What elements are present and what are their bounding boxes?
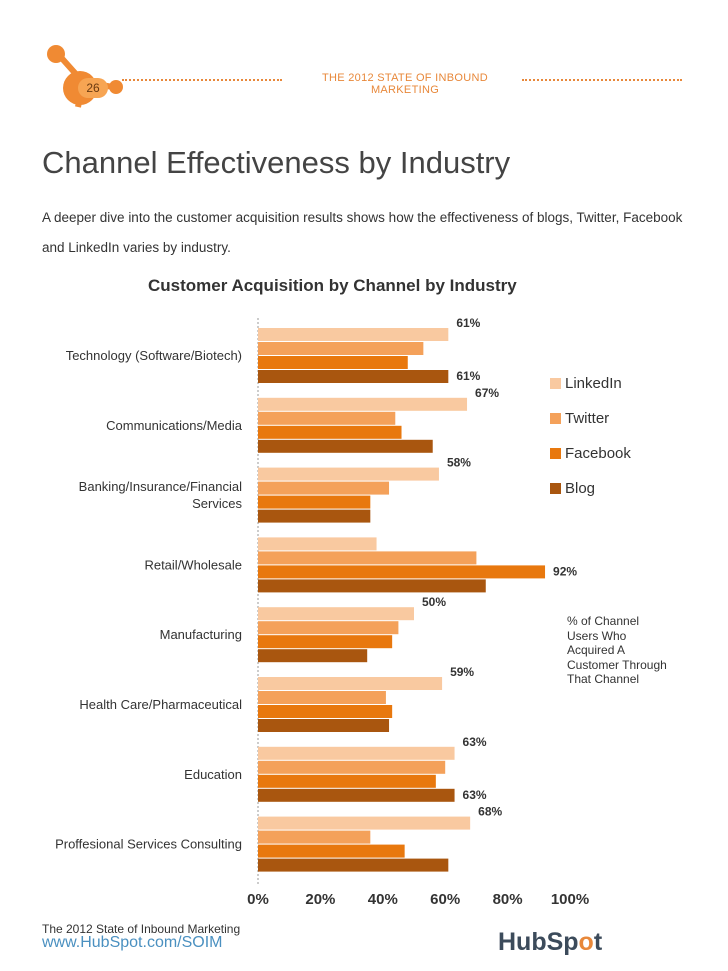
legend-swatch-blog xyxy=(550,483,561,494)
legend-swatch-facebook xyxy=(550,448,561,459)
x-tick-label-4: 80% xyxy=(493,891,523,908)
data-label-1-0: 67% xyxy=(475,386,499,400)
bar-twitter-7 xyxy=(258,830,371,844)
category-label-3: Retail/Wholesale xyxy=(144,557,242,572)
bar-blog-6 xyxy=(258,788,455,802)
bar-blog-0 xyxy=(258,370,449,383)
bar-twitter-5 xyxy=(258,691,386,704)
bar-blog-3 xyxy=(258,579,486,593)
bar-facebook-3 xyxy=(258,565,546,579)
bar-twitter-4 xyxy=(258,621,399,635)
bar-twitter-2 xyxy=(258,481,390,495)
header-divider-left xyxy=(122,79,282,81)
bar-linkedin-7 xyxy=(258,816,471,830)
bar-blog-5 xyxy=(258,719,390,732)
bar-twitter-6 xyxy=(258,760,446,774)
data-label-5-0: 59% xyxy=(450,665,474,679)
bar-linkedin-3 xyxy=(258,537,377,551)
bar-linkedin-2 xyxy=(258,467,439,481)
bar-twitter-3 xyxy=(258,551,477,565)
x-tick-label-2: 40% xyxy=(368,891,398,908)
category-label-5: Health Care/Pharmaceutical xyxy=(79,697,242,712)
bar-blog-1 xyxy=(258,439,433,453)
x-tick-label-1: 20% xyxy=(305,891,335,908)
hubspot-wordmark-part2: t xyxy=(593,928,603,956)
page-title: Channel Effectiveness by Industry xyxy=(42,145,511,180)
hubspot-wordmark-logo: HubSpot xyxy=(498,928,602,957)
data-label-2-0: 58% xyxy=(447,456,471,470)
bar-chart: Technology (Software/Biotech) Communicati… xyxy=(55,316,589,908)
footer-title: The 2012 State of Inbound Marketing xyxy=(42,922,241,936)
data-label-0-3: 61% xyxy=(456,369,480,383)
legend-swatch-twitter xyxy=(550,413,561,424)
data-label-3-2: 92% xyxy=(553,564,577,578)
bar-linkedin-0 xyxy=(258,328,449,341)
data-label-7-0: 68% xyxy=(478,805,502,819)
hubspot-wordmark-accent: o xyxy=(578,928,594,956)
data-label-0-0: 61% xyxy=(456,316,480,330)
data-label-6-0: 63% xyxy=(463,735,487,749)
category-label-2-line0: Banking/Insurance/Financial xyxy=(79,479,242,494)
intro-paragraph: A deeper dive into the customer acquisit… xyxy=(42,210,683,255)
x-tick-label-0: 0% xyxy=(247,891,269,908)
x-tick-label-3: 60% xyxy=(430,891,460,908)
legend-label-facebook: Facebook xyxy=(565,445,631,462)
chart-note: % of Channel Users Who Acquired A Custom… xyxy=(567,614,667,686)
category-label-6: Education xyxy=(184,767,242,782)
category-label-7: Proffesional Services Consulting xyxy=(55,837,242,852)
bar-linkedin-4 xyxy=(258,607,414,621)
bar-linkedin-5 xyxy=(258,677,443,690)
bar-linkedin-1 xyxy=(258,397,468,411)
bar-twitter-0 xyxy=(258,342,424,355)
header-title: THE 2012 STATE OF INBOUND MARKETING xyxy=(321,72,488,96)
category-label-2-line1: Services xyxy=(192,496,242,511)
bar-facebook-5 xyxy=(258,705,393,718)
legend-label-twitter: Twitter xyxy=(565,410,610,427)
legend-swatch-linkedin xyxy=(550,378,561,389)
category-label-0: Technology (Software/Biotech) xyxy=(66,348,242,363)
chart-title: Customer Acquisition by Channel by Indus… xyxy=(148,276,517,295)
bar-facebook-4 xyxy=(258,635,393,649)
bar-facebook-0 xyxy=(258,356,408,369)
data-label-6-3: 63% xyxy=(463,788,487,802)
bar-facebook-1 xyxy=(258,425,402,439)
data-label-4-0: 50% xyxy=(422,595,446,609)
bar-twitter-1 xyxy=(258,411,396,425)
bar-facebook-6 xyxy=(258,774,436,788)
hubspot-wordmark-part1: HubSp xyxy=(498,928,579,956)
header-divider-right xyxy=(522,79,682,81)
bar-blog-4 xyxy=(258,649,368,663)
category-label-1: Communications/Media xyxy=(106,418,243,433)
legend-label-linkedin: LinkedIn xyxy=(565,375,622,392)
bar-blog-2 xyxy=(258,509,371,523)
footer-url[interactable]: www.HubSpot.com/SOIM xyxy=(42,934,223,951)
page-number: 26 xyxy=(78,78,108,98)
bar-linkedin-6 xyxy=(258,746,455,760)
bar-facebook-7 xyxy=(258,844,405,858)
x-tick-label-5: 100% xyxy=(551,891,589,908)
category-label-4: Manufacturing xyxy=(160,627,242,642)
legend-label-blog: Blog xyxy=(565,480,596,497)
bar-blog-7 xyxy=(258,858,449,872)
bar-facebook-2 xyxy=(258,495,371,509)
